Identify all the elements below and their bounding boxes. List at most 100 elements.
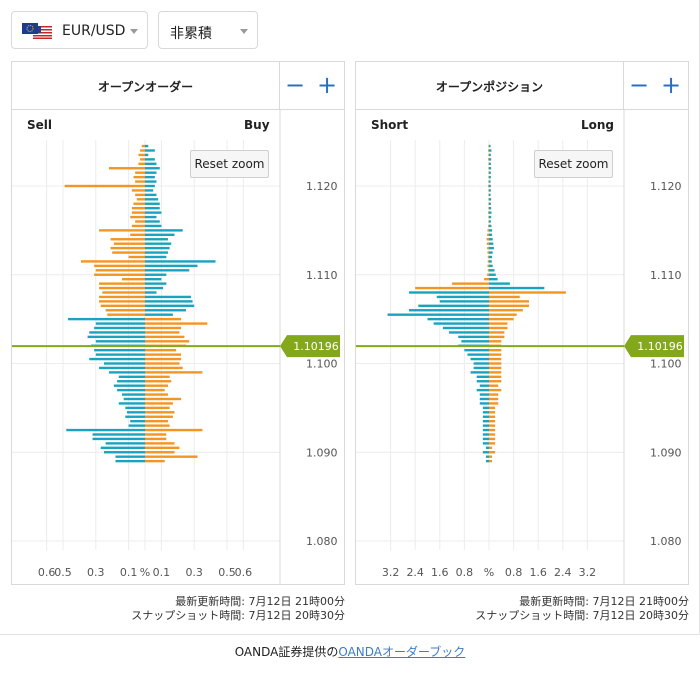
bar-sell	[122, 393, 145, 396]
zoom-in-button[interactable]: +	[316, 71, 338, 99]
bar-short	[427, 317, 489, 321]
bar-sell	[126, 411, 145, 414]
bar-short	[476, 388, 489, 392]
bar-sell	[141, 144, 145, 148]
bar-short	[482, 442, 489, 445]
bar-buy	[145, 419, 168, 423]
bar-short	[488, 224, 489, 228]
bar-buy	[145, 264, 198, 268]
bar-sell	[118, 402, 145, 405]
price-tick-label: 1.090	[650, 446, 682, 459]
bar-sell	[94, 273, 145, 276]
x-tick-label: 0.1	[153, 566, 171, 579]
price-tick-label: 1.100	[306, 358, 338, 371]
bar-buy	[145, 229, 183, 232]
bar-long	[489, 371, 502, 374]
bar-buy	[145, 291, 157, 294]
bar-buy	[145, 180, 157, 183]
bar-buy	[145, 158, 155, 161]
bar-long	[489, 402, 499, 405]
bar-short	[482, 411, 489, 414]
bar-long	[489, 171, 491, 174]
bar-long	[489, 300, 529, 303]
orders-chart[interactable]: 0.60.5 0.3 0.1% 0.1 0.3 0.50.61.1201.1101.100…	[12, 62, 344, 584]
bar-sell	[113, 242, 145, 245]
bar-short	[488, 189, 489, 192]
orders-footer: 最新更新時間: 7月12日 21時00分 スナップショット時間: 7月12日 2…	[131, 595, 345, 623]
orderbook-link[interactable]: OANDAオーダーブック	[338, 645, 466, 659]
x-tick-label: 1.6	[529, 566, 547, 579]
zoom-out-button[interactable]: −	[284, 71, 306, 99]
bar-long	[489, 255, 493, 259]
bar-buy	[145, 251, 168, 254]
credit-prefix: OANDA証券提供の	[234, 645, 339, 659]
bar-buy	[145, 193, 157, 197]
bar-buy	[145, 411, 175, 414]
bar-short	[479, 397, 489, 401]
bar-buy	[145, 357, 182, 361]
bar-long	[489, 317, 514, 321]
bar-sell	[115, 459, 145, 463]
x-tick-label: 0.6	[38, 566, 56, 579]
bar-long	[489, 184, 491, 188]
bar-short	[487, 251, 489, 254]
zoom-in-button[interactable]: +	[660, 71, 682, 99]
bar-sell	[125, 406, 145, 410]
credit-line: OANDA証券提供のOANDAオーダーブック	[0, 643, 700, 660]
bar-short	[387, 313, 489, 316]
positions-chart[interactable]: 3.2 2.4 1.6 0.8% 0.8 1.6 2.4 3.2 1.120 1.110 1.100…	[356, 62, 688, 584]
bar-long	[489, 167, 492, 170]
bar-sell	[133, 175, 145, 179]
bar-sell	[135, 193, 145, 197]
zoom-out-button[interactable]: −	[628, 71, 650, 99]
panel-header: オープンポジション	[356, 62, 624, 110]
bar-long	[489, 442, 496, 445]
currency-pair-select[interactable]: EUR/USD	[11, 11, 148, 49]
bar-short	[467, 353, 489, 356]
bar-long	[489, 322, 508, 325]
bar-sell	[104, 451, 145, 454]
bar-short	[479, 402, 489, 405]
bar-buy	[145, 282, 167, 285]
bar-long	[489, 158, 492, 161]
bar-long	[489, 451, 496, 454]
bar-long	[489, 224, 492, 228]
bar-buy	[145, 380, 172, 383]
zoom-controls: − +	[280, 62, 344, 110]
x-tick-label: 0.6	[235, 566, 253, 579]
bar-long	[489, 286, 545, 290]
updated-time: 最新更新時間: 7月12日 21時00分	[519, 595, 689, 608]
bar-buy	[145, 326, 182, 330]
reset-zoom-button[interactable]: Reset zoom	[534, 150, 613, 178]
x-tick-label: 2.4	[554, 566, 572, 579]
bar-short	[479, 393, 489, 396]
bar-long	[489, 313, 517, 316]
bar-buy	[145, 255, 167, 259]
bar-buy	[145, 269, 190, 272]
bar-sell	[131, 224, 145, 228]
bar-long	[489, 353, 502, 356]
bar-buy	[145, 189, 154, 192]
bar-sell	[102, 291, 145, 294]
bar-sell	[108, 167, 145, 170]
mode-select[interactable]: 非累積	[158, 11, 258, 49]
bar-short	[488, 184, 489, 188]
bar-long	[489, 206, 492, 210]
bar-long	[489, 269, 495, 272]
bar-sell	[64, 184, 145, 188]
reset-zoom-button[interactable]: Reset zoom	[190, 150, 269, 178]
bar-buy	[145, 340, 190, 343]
snapshot-time: スナップショット時間: 7月12日 20時30分	[131, 609, 345, 622]
bar-sell	[113, 384, 145, 387]
bar-sell	[131, 189, 145, 192]
bar-buy	[145, 167, 160, 170]
bar-long	[489, 326, 508, 330]
bar-sell	[128, 255, 145, 259]
bar-long	[489, 189, 491, 192]
bar-buy	[145, 437, 167, 441]
bar-long	[489, 340, 502, 343]
zoom-controls: − +	[624, 62, 688, 110]
snapshot-time: スナップショット時間: 7月12日 20時30分	[475, 609, 689, 622]
bar-long	[489, 331, 505, 334]
bar-short	[442, 326, 489, 330]
